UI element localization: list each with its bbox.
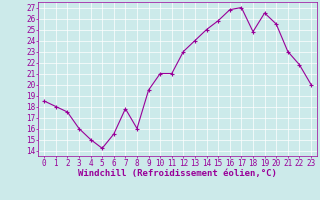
X-axis label: Windchill (Refroidissement éolien,°C): Windchill (Refroidissement éolien,°C) xyxy=(78,169,277,178)
